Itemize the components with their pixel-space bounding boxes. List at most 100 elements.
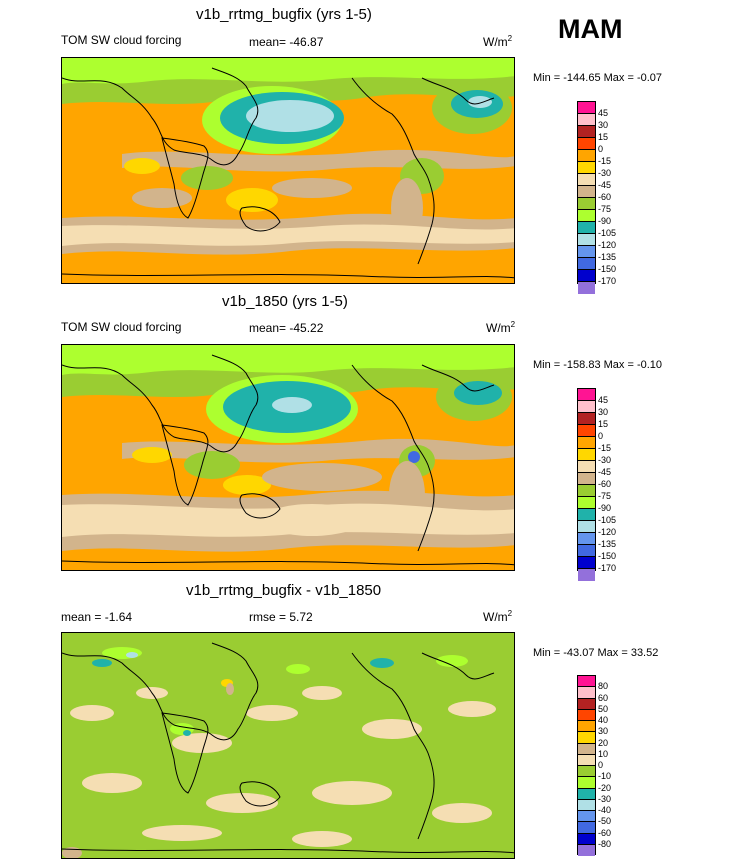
colorbar-swatch [578, 138, 595, 150]
colorbar-tick: -15 [598, 156, 612, 166]
colorbar-tick: -135 [598, 539, 617, 549]
colorbar-tick: -60 [598, 827, 612, 838]
colorbar-swatch [578, 509, 595, 521]
colorbar-swatch [578, 766, 595, 778]
colorbar-tick: -10 [598, 771, 612, 781]
colorbar-tick: -150 [598, 264, 617, 274]
colorbar-swatch [578, 222, 595, 234]
colorbar-tick: 0 [598, 431, 604, 441]
colorbar-tick: -120 [598, 240, 617, 250]
colorbar-swatch [578, 162, 595, 174]
colorbar-swatch [578, 732, 595, 744]
colorbar-swatch [578, 777, 595, 789]
colorbar-swatch [578, 150, 595, 162]
colorbar-tick: -30 [598, 168, 612, 178]
colorbar-swatch [578, 198, 595, 210]
colorbar-swatch [578, 569, 595, 581]
panel-2-variable-label: TOM SW cloud forcing [61, 320, 182, 334]
colorbar-swatch [578, 754, 595, 766]
colorbar-tick: 15 [598, 419, 609, 429]
colorbar-tick: 0 [598, 144, 604, 154]
colorbar-swatch [578, 126, 595, 138]
colorbar-swatch [578, 270, 595, 282]
colorbar-tick: -170 [598, 276, 617, 286]
colorbar-tick: -170 [598, 563, 617, 573]
panel-1-unit: W/m2 [483, 34, 513, 49]
colorbar-tick: -105 [598, 228, 617, 238]
colorbar-tick: 60 [598, 692, 609, 703]
panel-1-mean-label: mean= -46.87 [249, 35, 324, 49]
panel-2-colorbar [577, 388, 596, 581]
colorbar-swatch [578, 844, 595, 856]
colorbar-swatch [578, 497, 595, 509]
colorbar-swatch [578, 437, 595, 449]
colorbar-tick: 40 [598, 715, 609, 725]
colorbar-tick: -90 [598, 503, 612, 513]
colorbar-swatch [578, 822, 595, 834]
colorbar-swatch [578, 788, 595, 800]
colorbar-swatch [578, 449, 595, 461]
colorbar-tick: 10 [598, 749, 609, 759]
panel-1-min-max: Min = -144.65 Max = -0.07 [533, 72, 663, 84]
colorbar-tick: -60 [598, 479, 612, 489]
colorbar-tick: -80 [598, 839, 612, 849]
colorbar-tick: -30 [598, 794, 612, 804]
panel-2-colorbar-ticks: 45 30 15 0 -15 -30 -45 -60 -75 -90 -105 … [598, 388, 638, 573]
colorbar-tick: -75 [598, 204, 612, 214]
panel-3-title: v1b_rrtmg_bugfix - v1b_1850 [186, 582, 382, 599]
colorbar-swatch [578, 234, 595, 246]
colorbar-swatch [578, 186, 595, 198]
colorbar-tick: -75 [598, 491, 612, 501]
colorbar-tick: -60 [598, 192, 612, 202]
colorbar-swatch [578, 174, 595, 186]
colorbar-swatch [578, 811, 595, 823]
colorbar-tick: -90 [598, 216, 612, 226]
colorbar-swatch [578, 833, 595, 845]
colorbar-tick: 45 [598, 108, 609, 118]
colorbar-tick: 20 [598, 737, 609, 748]
colorbar-tick: -120 [598, 527, 617, 537]
panel-2-min-max: Min = -158.83 Max = -0.10 [533, 359, 663, 371]
colorbar-tick: 50 [598, 704, 609, 714]
panel-1-variable-label: TOM SW cloud forcing [61, 33, 182, 47]
panel-3-mean-label: mean = -1.64 [61, 610, 133, 624]
colorbar-swatch [578, 114, 595, 126]
colorbar-tick: -135 [598, 252, 617, 262]
panel-2-map [61, 344, 515, 571]
panel-3-unit: W/m2 [483, 609, 513, 624]
panel-3-colorbar [577, 675, 596, 856]
panel-2-title: v1b_1850 (yrs 1-5) [222, 293, 348, 310]
colorbar-tick: 15 [598, 132, 609, 142]
colorbar-tick: -40 [598, 805, 612, 815]
panel-1-colorbar-ticks: 45 30 15 0 -15 -30 -45 -60 -75 -90 -105 … [598, 101, 638, 286]
colorbar-tick: -20 [598, 782, 612, 793]
colorbar-tick: 0 [598, 760, 604, 770]
colorbar-tick: -45 [598, 467, 612, 477]
season-title: MAM [558, 14, 623, 44]
colorbar-swatch [578, 698, 595, 710]
colorbar-tick: -15 [598, 443, 612, 453]
panel-2-mean-label: mean= -45.22 [249, 321, 324, 335]
colorbar-tick: 45 [598, 395, 609, 405]
panel-3-rmse-label: rmse = 5.72 [249, 610, 313, 624]
colorbar-tick: -30 [598, 455, 612, 465]
panel-3-min-max: Min = -43.07 Max = 33.52 [533, 647, 659, 659]
colorbar-swatch [578, 413, 595, 425]
colorbar-tick: -50 [598, 816, 612, 826]
colorbar-tick: 30 [598, 407, 609, 417]
panel-1-title: v1b_rrtmg_bugfix (yrs 1-5) [196, 6, 372, 23]
colorbar-tick: -150 [598, 551, 617, 561]
colorbar-swatch [578, 743, 595, 755]
panel-1-colorbar [577, 101, 596, 294]
colorbar-swatch [578, 246, 595, 258]
colorbar-swatch [578, 533, 595, 545]
colorbar-tick: 30 [598, 120, 609, 130]
panel-1-map [61, 57, 515, 284]
colorbar-tick: -105 [598, 515, 617, 525]
colorbar-swatch [578, 721, 595, 733]
colorbar-swatch [578, 521, 595, 533]
colorbar-swatch [578, 425, 595, 437]
colorbar-swatch [578, 557, 595, 569]
colorbar-swatch [578, 282, 595, 294]
colorbar-tick: 30 [598, 726, 609, 736]
